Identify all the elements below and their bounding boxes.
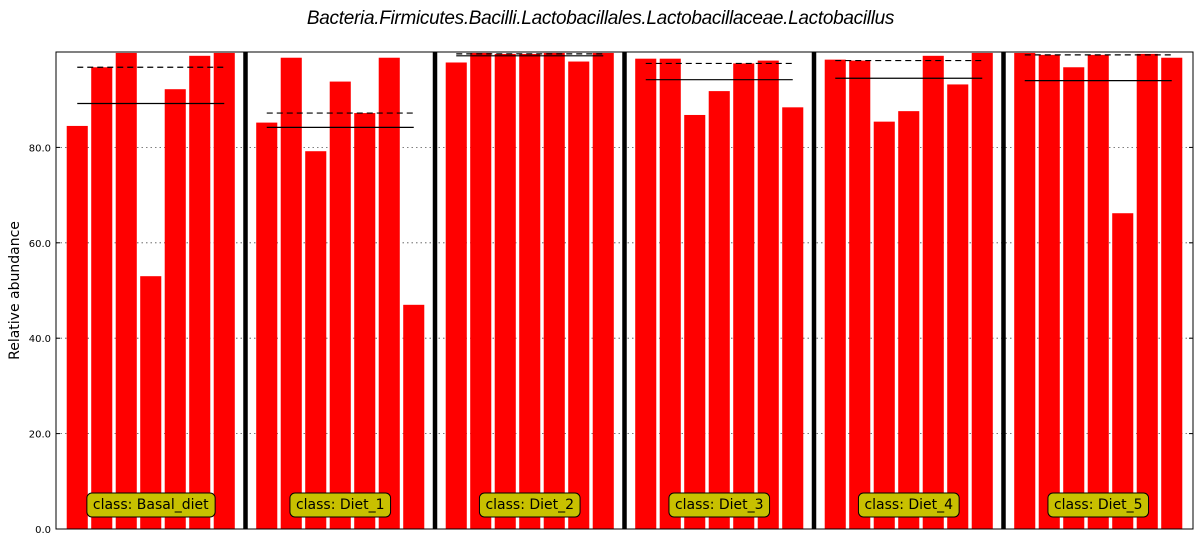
y-axis-label: Relative abundance	[7, 221, 23, 360]
class-label-box	[478, 492, 581, 518]
bar	[519, 53, 541, 530]
class-label-box	[86, 492, 216, 518]
bar	[445, 62, 467, 530]
bar	[684, 114, 706, 530]
class-label-text: class: Diet_3	[675, 497, 764, 513]
class-label-text: class: Diet_4	[864, 497, 953, 513]
bar	[354, 113, 376, 529]
summary-lines	[77, 53, 1172, 128]
bar	[1014, 52, 1036, 529]
bar	[873, 121, 895, 529]
bar	[403, 304, 425, 529]
class-label-box	[668, 492, 771, 518]
bars	[66, 52, 1183, 530]
bar	[1136, 53, 1158, 530]
bar	[659, 58, 681, 529]
bar	[635, 58, 657, 529]
bar	[213, 52, 235, 529]
bar	[1063, 67, 1085, 529]
class-label-box	[289, 492, 392, 518]
group-separators	[243, 52, 1006, 529]
bar	[824, 59, 846, 530]
bar	[543, 52, 565, 529]
class-label-box	[1047, 492, 1150, 518]
bar	[1112, 213, 1134, 529]
bar	[1161, 57, 1183, 529]
bar	[164, 89, 186, 530]
class-labels: class: Basal_diet class: Diet_1 class: Die…	[86, 492, 1150, 518]
class-label-text: class: Diet_1	[296, 497, 385, 513]
bar	[782, 107, 804, 529]
bar	[189, 55, 211, 529]
bar	[849, 60, 871, 529]
bar	[568, 61, 590, 529]
bar	[66, 125, 88, 529]
bar	[115, 52, 137, 529]
bar	[971, 52, 993, 529]
bar	[947, 84, 969, 529]
y-tick-label: 20.0	[29, 430, 51, 441]
bar	[733, 63, 755, 530]
bar	[378, 57, 400, 529]
class-label-text: class: Diet_5	[1054, 497, 1143, 513]
y-tick-label: 0.0	[35, 525, 51, 534]
chart-title: Bacteria.Firmicutes.Bacilli.Lactobacilla…	[306, 8, 895, 29]
bar	[922, 55, 944, 529]
bar	[91, 67, 113, 529]
bar	[280, 57, 302, 529]
class-label-box	[857, 492, 960, 518]
y-tick-label: 60.0	[29, 239, 51, 250]
bar	[1038, 54, 1060, 529]
bar	[329, 81, 351, 529]
bar	[140, 276, 162, 529]
bar	[1087, 54, 1109, 529]
bar	[898, 111, 920, 529]
bar	[708, 91, 730, 529]
y-tick-label: 40.0	[29, 334, 51, 345]
class-label-text: class: Basal_diet	[93, 497, 209, 513]
bar	[470, 52, 492, 529]
bar	[494, 53, 516, 530]
bar	[757, 60, 779, 529]
plot-frame	[55, 51, 1194, 530]
y-tick-label: 80.0	[29, 143, 51, 154]
bar	[305, 151, 327, 529]
class-label-text: class: Diet_2	[485, 497, 574, 513]
bar	[256, 122, 278, 529]
bar	[592, 52, 614, 529]
